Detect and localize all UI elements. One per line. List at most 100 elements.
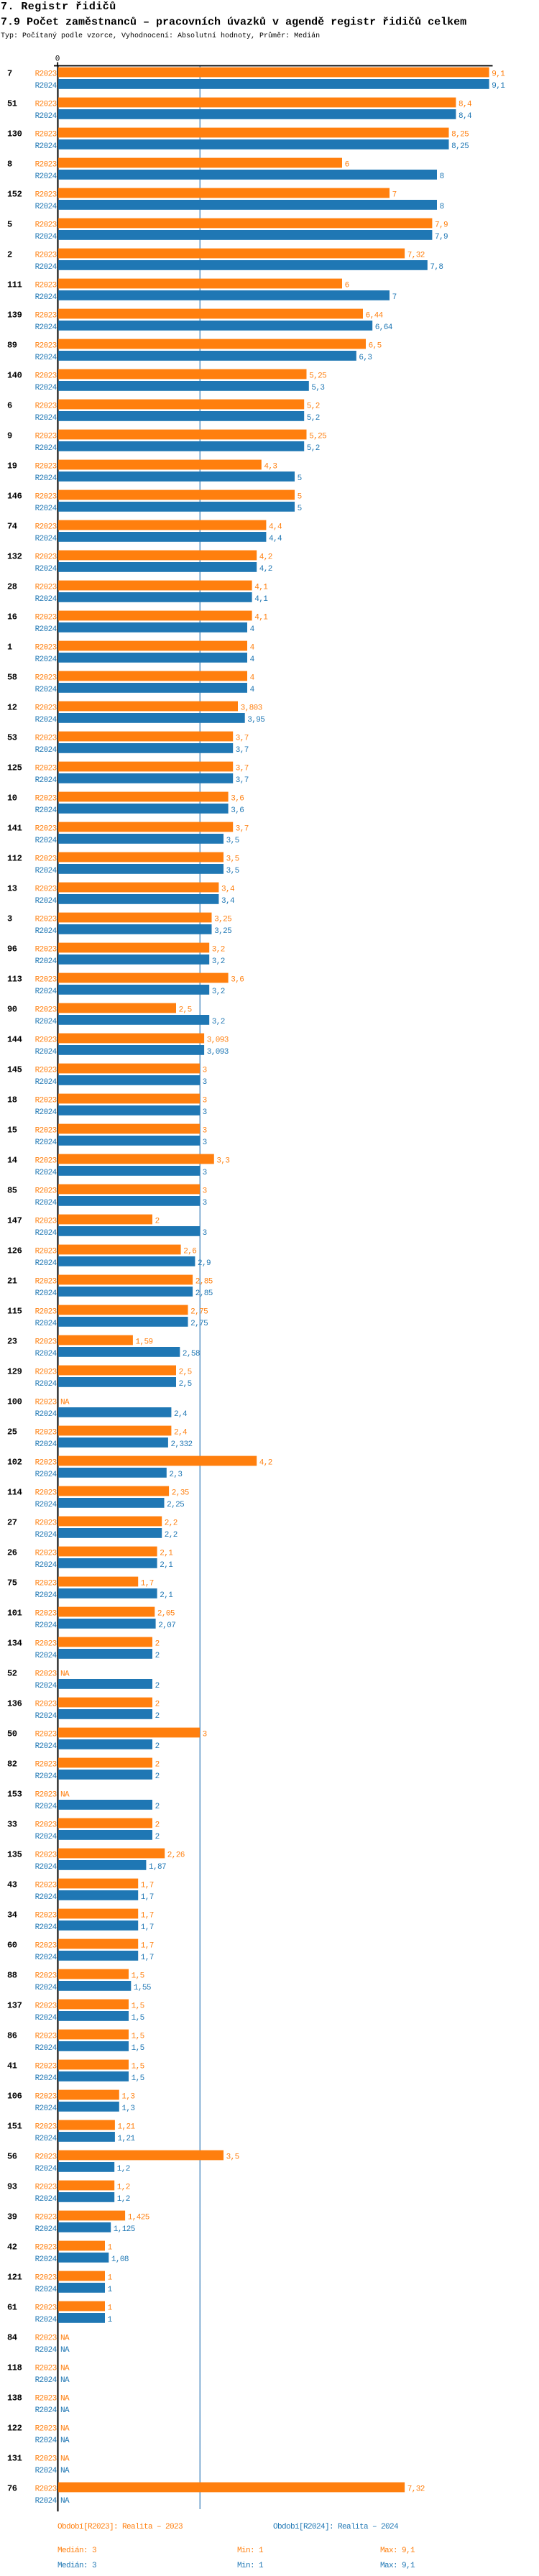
svg-text:R2024: R2024 [35, 2255, 57, 2264]
svg-text:14: 14 [7, 1155, 17, 1165]
svg-text:NA: NA [60, 1398, 70, 1407]
svg-text:3,7: 3,7 [236, 776, 249, 785]
svg-text:76: 76 [7, 2483, 17, 2493]
svg-text:R2024: R2024 [35, 1169, 57, 1177]
svg-text:82: 82 [7, 1759, 17, 1769]
svg-text:R2023: R2023 [35, 1972, 57, 1980]
svg-text:2,05: 2,05 [157, 1609, 175, 1618]
svg-text:R2024: R2024 [35, 2286, 57, 2294]
svg-text:R2024: R2024 [35, 897, 57, 906]
svg-text:R2024: R2024 [35, 2316, 57, 2324]
svg-text:3,4: 3,4 [221, 885, 235, 893]
svg-text:2,4: 2,4 [174, 1410, 188, 1419]
svg-text:R2024: R2024 [35, 1289, 57, 1298]
svg-text:25: 25 [7, 1427, 17, 1437]
svg-text:141: 141 [7, 823, 22, 833]
svg-text:1,2: 1,2 [117, 2165, 130, 2174]
svg-text:R2024: R2024 [35, 414, 57, 423]
svg-text:1,5: 1,5 [132, 2062, 144, 2071]
svg-text:NA: NA [60, 2376, 70, 2385]
svg-text:R2024: R2024 [35, 1984, 57, 1992]
svg-text:7: 7 [392, 293, 397, 302]
svg-text:1,5: 1,5 [132, 2014, 144, 2023]
svg-text:R2023: R2023 [35, 2183, 57, 2191]
svg-text:R2024: R2024 [35, 2406, 57, 2415]
svg-text:R2023: R2023 [35, 100, 57, 109]
svg-text:2: 2 [155, 1700, 160, 1708]
svg-text:125: 125 [7, 763, 22, 773]
svg-text:R2023: R2023 [35, 2243, 57, 2252]
svg-text:2,75: 2,75 [190, 1307, 208, 1316]
svg-text:131: 131 [7, 2453, 22, 2463]
svg-text:R2023: R2023 [35, 613, 57, 622]
svg-text:R2023: R2023 [35, 2485, 57, 2493]
svg-text:3,2: 3,2 [212, 1018, 225, 1026]
svg-text:144: 144 [7, 1034, 22, 1044]
svg-text:R2023: R2023 [35, 2213, 57, 2222]
svg-text:96: 96 [7, 944, 17, 954]
svg-text:R2023: R2023 [35, 2424, 57, 2433]
svg-text:1,7: 1,7 [141, 1941, 154, 1950]
svg-text:5,2: 5,2 [307, 402, 320, 410]
svg-text:R2023: R2023 [35, 915, 57, 924]
svg-text:2,35: 2,35 [172, 1489, 189, 1497]
svg-text:NA: NA [60, 1790, 70, 1799]
svg-text:R2023: R2023 [35, 372, 57, 380]
svg-text:3,4: 3,4 [221, 897, 235, 906]
svg-text:R2023: R2023 [35, 1006, 57, 1014]
svg-text:R2023: R2023 [35, 1489, 57, 1497]
svg-text:1,21: 1,21 [118, 2135, 136, 2143]
svg-text:R2023: R2023 [35, 1338, 57, 1346]
svg-text:1,21: 1,21 [118, 2122, 136, 2131]
svg-text:R2024: R2024 [35, 1652, 57, 1660]
svg-text:147: 147 [7, 1215, 22, 1225]
svg-text:4,1: 4,1 [254, 595, 268, 604]
svg-text:8: 8 [440, 172, 444, 181]
svg-text:R2023: R2023 [35, 975, 57, 984]
svg-text:1,5: 1,5 [132, 2002, 144, 2010]
svg-text:R2023: R2023 [35, 1519, 57, 1527]
svg-text:NA: NA [60, 2455, 70, 2463]
svg-text:R2023: R2023 [35, 553, 57, 561]
svg-text:R2023: R2023 [35, 492, 57, 501]
svg-text:R2023: R2023 [35, 1247, 57, 1256]
svg-text:3: 3 [203, 1730, 207, 1739]
svg-text:5: 5 [7, 219, 12, 229]
svg-text:R2023: R2023 [35, 2002, 57, 2010]
svg-text:3,5: 3,5 [226, 867, 239, 875]
svg-text:R2023: R2023 [35, 2062, 57, 2071]
svg-text:1,55: 1,55 [134, 1984, 151, 1992]
svg-text:1: 1 [108, 2243, 113, 2252]
svg-text:7: 7 [7, 68, 12, 78]
svg-text:R2023: R2023 [35, 1760, 57, 1769]
svg-text:R2023: R2023 [35, 130, 57, 139]
svg-text:3,093: 3,093 [207, 1048, 229, 1057]
svg-text:5,25: 5,25 [309, 372, 326, 380]
svg-text:Období[R2024]: Realita – 2024: Období[R2024]: Realita – 2024 [273, 2523, 399, 2531]
svg-text:R2024: R2024 [35, 112, 57, 121]
svg-text:84: 84 [7, 2332, 17, 2342]
svg-text:8,4: 8,4 [459, 100, 472, 109]
svg-text:3,7: 3,7 [236, 764, 249, 773]
svg-text:1,125: 1,125 [114, 2225, 135, 2234]
svg-text:1: 1 [108, 2273, 113, 2282]
svg-text:3,2: 3,2 [212, 945, 225, 954]
svg-text:3: 3 [7, 914, 12, 924]
svg-text:1,5: 1,5 [132, 1972, 144, 1980]
svg-text:33: 33 [7, 1819, 17, 1829]
svg-text:6: 6 [345, 281, 349, 290]
svg-text:86: 86 [7, 2030, 17, 2041]
svg-text:140: 140 [7, 370, 22, 380]
svg-text:4,1: 4,1 [254, 613, 268, 622]
svg-text:2,1: 2,1 [160, 1591, 173, 1600]
svg-text:4: 4 [250, 673, 255, 682]
svg-text:NA: NA [60, 2497, 70, 2506]
svg-text:115: 115 [7, 1306, 22, 1316]
svg-text:2: 2 [155, 1803, 160, 1811]
svg-text:8,25: 8,25 [451, 130, 469, 139]
svg-text:58: 58 [7, 672, 17, 682]
svg-text:1,7: 1,7 [141, 1954, 154, 1962]
svg-text:R2024: R2024 [35, 323, 57, 332]
svg-text:R2023: R2023 [35, 1730, 57, 1739]
svg-text:R2023: R2023 [35, 281, 57, 290]
